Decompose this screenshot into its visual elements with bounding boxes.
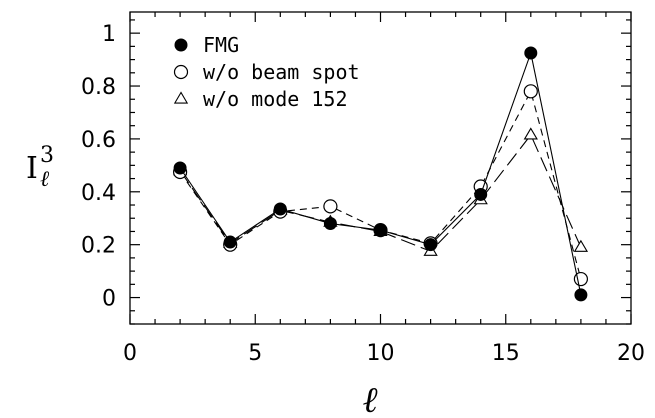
- series: [172, 46, 589, 302]
- axis-ticks: 0 5 10 15 20 0 0.2 0.4 0.6 0.8 1: [81, 12, 645, 366]
- data-point: [573, 239, 589, 252]
- series-line: [179, 89, 582, 280]
- data-point: [574, 288, 588, 302]
- data-point: [523, 127, 538, 140]
- data-point: [524, 46, 538, 60]
- y-tick-label: 0.6: [81, 128, 116, 153]
- y-tick-label: 0.8: [81, 75, 116, 100]
- y-axis-title-subscript: ℓ: [40, 167, 50, 192]
- data-point: [173, 161, 187, 175]
- series-line: [179, 133, 582, 252]
- x-tick-label: 20: [617, 341, 645, 366]
- legend-label: w/o beam spot: [203, 60, 360, 84]
- y-tick-label: 0.4: [81, 181, 116, 206]
- x-tick-label: 10: [367, 341, 395, 366]
- data-point: [323, 199, 338, 214]
- data-point: [573, 271, 589, 287]
- data-point: [223, 235, 237, 249]
- y-tick-label: 0: [102, 287, 116, 312]
- y-axis-title: I 3 ℓ: [26, 143, 54, 192]
- x-tick-label: 15: [492, 341, 520, 366]
- y-axis-title-main: I: [26, 151, 38, 186]
- legend-marker: [173, 64, 189, 80]
- data-point: [424, 238, 438, 252]
- series-open-circle: [173, 84, 589, 287]
- data-point: [273, 202, 287, 216]
- data-point: [323, 217, 337, 231]
- series-filled-circle: [173, 46, 588, 302]
- legend-label: FMG: [203, 33, 239, 57]
- legend-marker: [173, 91, 189, 104]
- data-point: [474, 187, 488, 201]
- axes: [129, 11, 632, 325]
- x-tick-label: 0: [123, 341, 137, 366]
- legend-label: w/o mode 152: [203, 87, 348, 111]
- legend-marker: [174, 38, 188, 52]
- y-tick-label: 0.2: [81, 234, 116, 259]
- x-tick-label: 5: [248, 341, 262, 366]
- data-point: [374, 223, 387, 237]
- x-axis-title: ℓ: [363, 380, 378, 418]
- legend: FMG w/o beam spot w/o mode 152: [173, 33, 360, 111]
- y-tick-label: 1: [102, 22, 116, 47]
- y-axis-title-superscript: 3: [40, 143, 54, 168]
- data-point: [523, 84, 538, 99]
- plot-frame: [129, 11, 632, 325]
